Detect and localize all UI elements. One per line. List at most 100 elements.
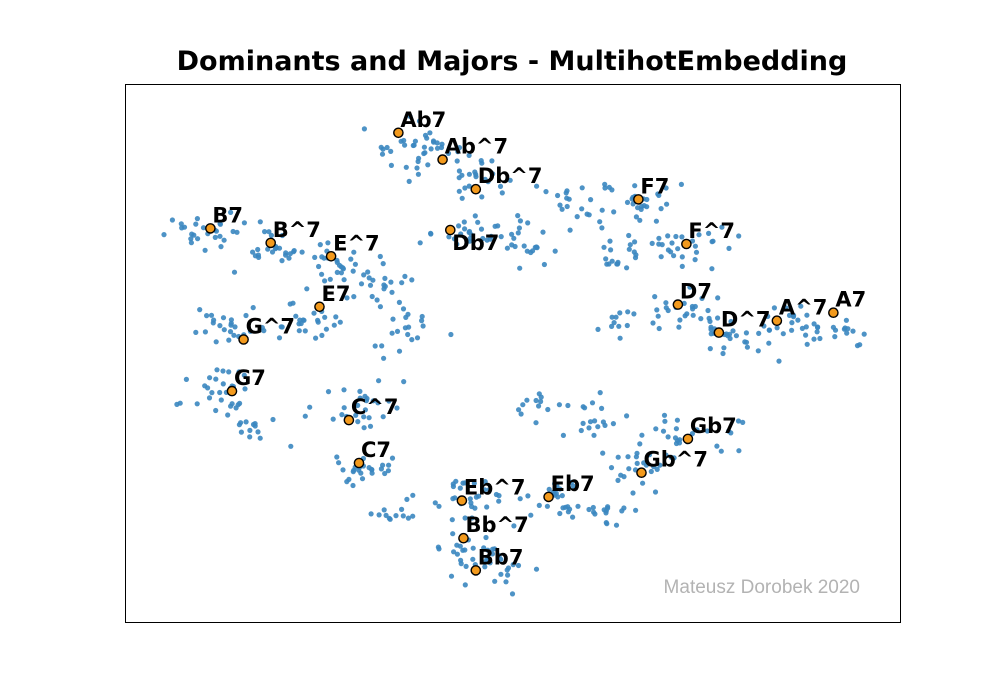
scatter-point (650, 320, 656, 326)
highlight-label: Db^7 (478, 164, 543, 188)
scatter-point (202, 247, 208, 253)
scatter-point (181, 224, 188, 230)
scatter-point (337, 319, 343, 325)
scatter-point (388, 162, 394, 168)
highlight-point-e7 (314, 301, 325, 313)
scatter-point (626, 232, 632, 239)
scatter-point (496, 498, 502, 504)
scatter-point (830, 324, 837, 330)
scatter-point (351, 249, 357, 255)
scatter-point (624, 322, 630, 329)
scatter-point (556, 402, 563, 408)
scatter-point (627, 242, 633, 248)
scatter-point (516, 225, 523, 231)
scatter-point (467, 496, 473, 502)
scatter-point (604, 261, 610, 267)
scatter-point (655, 191, 661, 197)
highlight-label: B^7 (273, 218, 321, 242)
scatter-point (355, 402, 361, 408)
scatter-point (394, 405, 400, 411)
scatter-point (336, 460, 342, 466)
scatter-point (403, 164, 409, 170)
scatter-point (510, 562, 516, 568)
scatter-point (389, 289, 395, 295)
scatter-point (436, 503, 442, 509)
scatter-point (693, 249, 700, 255)
scatter-point (448, 573, 455, 579)
scatter-point (193, 329, 199, 335)
scatter-point (626, 466, 632, 472)
scatter-point (269, 249, 276, 255)
scatter-point (715, 315, 721, 321)
scatter-point (217, 221, 223, 227)
scatter-point (534, 183, 540, 189)
scatter-point (736, 448, 742, 454)
scatter-point (226, 337, 232, 343)
scatter-point (384, 144, 390, 151)
scatter-point (595, 424, 601, 430)
scatter-point (475, 219, 481, 225)
scatter-point (252, 423, 258, 429)
scatter-point (507, 177, 513, 183)
scatter-point (462, 185, 468, 191)
scatter-point (635, 205, 641, 211)
scatter-point (679, 254, 685, 260)
scatter-point (361, 425, 367, 431)
highlight-point-b7 (205, 223, 216, 234)
scatter-point (599, 207, 605, 213)
scatter-point (291, 249, 297, 255)
scatter-point (673, 426, 680, 432)
scatter-point (486, 487, 492, 493)
scatter-point (414, 335, 421, 341)
scatter-point (459, 172, 465, 178)
scatter-point (603, 256, 609, 262)
scatter-point (381, 355, 387, 361)
scatter-point (499, 190, 505, 196)
scatter-point (540, 229, 546, 235)
scatter-point (231, 332, 237, 338)
scatter-point (366, 275, 372, 281)
scatter-point (505, 565, 512, 571)
scatter-point (586, 425, 592, 431)
scatter-point (191, 232, 197, 238)
scatter-point (665, 307, 671, 314)
scatter-point (621, 505, 627, 511)
scatter-point (606, 184, 612, 190)
scatter-point (496, 493, 502, 499)
highlight-label: D7 (680, 280, 712, 304)
scatter-point (815, 324, 821, 331)
scatter-point (255, 429, 261, 435)
scatter-point (861, 331, 867, 337)
scatter-point (545, 406, 551, 413)
scatter-point (389, 330, 395, 336)
highlight-point-g-maj7 (238, 334, 249, 345)
scatter-point (657, 462, 663, 468)
scatter-point (470, 556, 476, 562)
scatter-point (481, 545, 487, 551)
scatter-point (479, 194, 485, 200)
scatter-point (595, 326, 601, 332)
scatter-point (221, 237, 227, 243)
scatter-point (832, 334, 838, 340)
scatter-point (462, 547, 468, 553)
scatter-point (656, 241, 662, 247)
highlight-label: Gb7 (690, 414, 737, 438)
scatter-point (225, 412, 231, 418)
scatter-point (325, 389, 332, 395)
scatter-point (707, 318, 713, 324)
scatter-point (299, 249, 305, 255)
scatter-point (766, 340, 772, 346)
scatter-point (483, 534, 489, 541)
scatter-point (221, 327, 227, 333)
scatter-point (227, 329, 234, 335)
scatter-point (652, 489, 659, 495)
scatter-point (212, 234, 218, 240)
scatter-point (451, 236, 457, 242)
scatter-point (798, 303, 804, 309)
scatter-point (560, 432, 567, 438)
chart-title: Dominants and Majors - MultihotEmbedding (176, 46, 848, 77)
scatter-point (228, 322, 234, 328)
scatter-point (634, 450, 640, 456)
scatter-point (656, 325, 662, 332)
scatter-point (728, 318, 734, 325)
